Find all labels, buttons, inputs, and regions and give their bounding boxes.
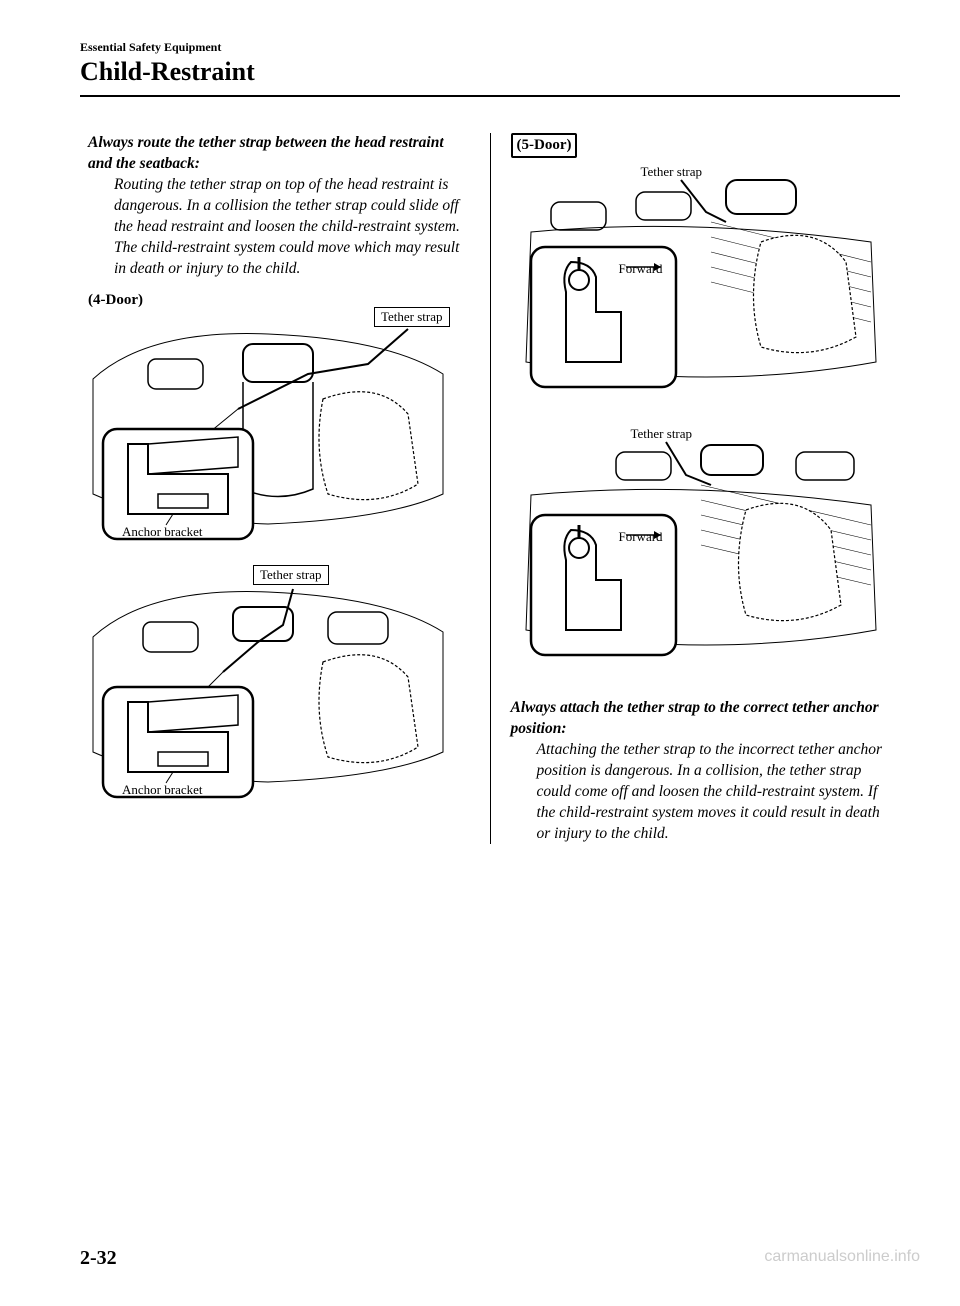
anchor-bracket-label: Anchor bracket — [116, 523, 209, 541]
right-column: (5-Door) Tether strap — [491, 133, 901, 844]
section-label: Essential Safety Equipment — [80, 40, 900, 55]
tether-strap-label: Tether strap — [631, 426, 693, 442]
variant-label-4door: (4-Door) — [88, 292, 143, 308]
seat-diagram-icon — [511, 430, 881, 670]
warning1-title: Always route the tether strap between th… — [88, 133, 470, 175]
figure-5door-2: Tether strap — [511, 430, 893, 670]
variant-label-5door: (5-Door) — [511, 133, 578, 158]
tether-strap-label: Tether strap — [641, 164, 703, 180]
page-title: Child-Restraint — [80, 57, 900, 87]
watermark: carmanualsonline.info — [764, 1248, 920, 1266]
page-number: 2-32 — [80, 1247, 117, 1270]
figure-4door-1: Tether strap — [88, 319, 470, 549]
seat-diagram-icon — [88, 577, 448, 807]
warning2-body: Attaching the tether strap to the incorr… — [511, 740, 893, 845]
left-column: Always route the tether strap between th… — [80, 133, 491, 844]
content-columns: Always route the tether strap between th… — [80, 133, 900, 844]
tether-strap-label: Tether strap — [253, 565, 329, 585]
seat-diagram-icon — [511, 162, 881, 402]
seat-diagram-icon — [88, 319, 448, 549]
figure-4door-2: Tether strap Anchor bracket — [88, 577, 470, 807]
header-rule — [80, 95, 900, 97]
figure-5door-1: Tether strap — [511, 162, 893, 402]
warning1-body: Routing the tether strap on top of the h… — [88, 175, 470, 280]
page-header: Essential Safety Equipment Child-Restrai… — [80, 40, 900, 87]
anchor-bracket-label: Anchor bracket — [116, 781, 209, 799]
tether-strap-label: Tether strap — [374, 307, 450, 327]
forward-label: Forward — [619, 261, 663, 277]
warning2-title: Always attach the tether strap to the co… — [511, 698, 893, 740]
forward-label: Forward — [619, 529, 663, 545]
